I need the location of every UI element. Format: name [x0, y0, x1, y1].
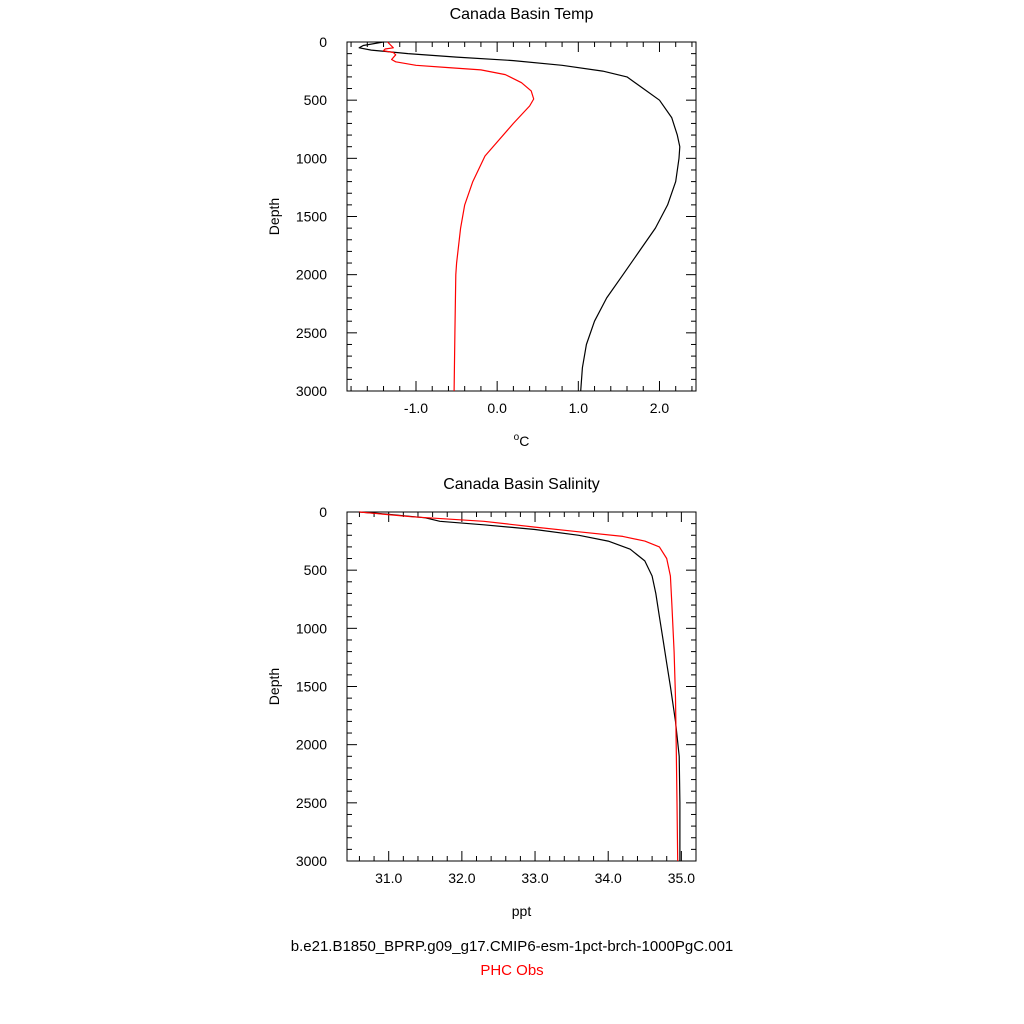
salinity-y-tick-label: 500 [304, 562, 328, 578]
legend-obs-label: PHC Obs [480, 962, 544, 979]
temp-chart-title: Canada Basin Temp [450, 6, 594, 23]
temp-y-tick-label: 0 [319, 34, 327, 50]
legend-model-label: b.e21.B1850_BPRP.g09_g17.CMIP6-esm-1pct-… [290, 938, 734, 955]
salinity-x-axis-label: ppt [512, 903, 532, 919]
salinity-x-tick-label: 33.0 [521, 870, 548, 886]
salinity-x-tick-label: 35.0 [668, 870, 695, 886]
temp-x-axis-label: oC [514, 432, 530, 449]
temp-y-tick-label: 3000 [296, 383, 327, 399]
temp-y-tick-label: 2500 [296, 325, 327, 341]
salinity-chart-title: Canada Basin Salinity [443, 476, 600, 493]
temp-y-tick-label: 1000 [296, 150, 327, 166]
salinity-x-tick-label: 34.0 [595, 870, 622, 886]
temp-x-tick-label: -1.0 [404, 400, 428, 416]
temp-x-tick-label: 1.0 [569, 400, 589, 416]
salinity-y-tick-label: 1500 [296, 679, 327, 695]
salinity-plot-frame [346, 511, 697, 862]
temp-y-axis-label: Depth [266, 198, 282, 235]
temp-series-obs [382, 41, 535, 392]
salinity-series-model [359, 511, 681, 861]
temp-y-tick-label: 500 [304, 92, 328, 108]
salinity-y-tick-label: 3000 [296, 853, 327, 869]
temp-x-tick-label: 0.0 [487, 400, 507, 416]
salinity-y-axis-label: Depth [266, 668, 282, 705]
temp-y-tick-label: 2000 [296, 267, 327, 283]
salinity-x-tick-label: 31.0 [375, 870, 402, 886]
salinity-series-obs [359, 511, 679, 862]
salinity-x-tick-label: 32.0 [448, 870, 475, 886]
salinity-panel: 31.0 32.0 33.0 34.0 35.0 0 500 1000 1500 2000 2500… [266, 476, 697, 919]
temp-y-tick-label: 1500 [296, 209, 327, 225]
temp-series-model [358, 41, 681, 392]
temp-x-tick-label: 2.0 [650, 400, 670, 416]
salinity-y-tick-label: 1000 [296, 620, 327, 636]
salinity-y-tick-label: 0 [319, 504, 327, 520]
temp-plot-frame [346, 41, 697, 392]
temp-panel: -1.0 0.0 1.0 2.0 0 500 1000 1500 2000 2500 3000 Can… [266, 6, 697, 449]
salinity-y-tick-label: 2000 [296, 737, 327, 753]
salinity-y-tick-label: 2500 [296, 795, 327, 811]
